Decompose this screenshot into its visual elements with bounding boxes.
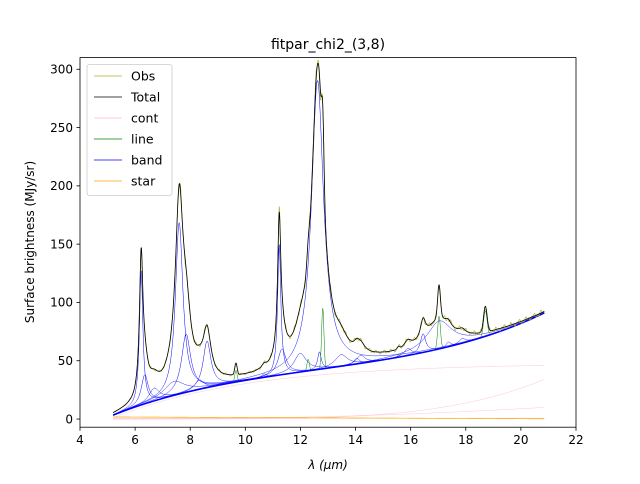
band-curve-2: [113, 313, 544, 415]
x-tick-label: 10: [238, 433, 253, 447]
band-curve-3: [113, 313, 544, 415]
x-tick-label: 8: [186, 433, 194, 447]
x-tick-label: 22: [568, 433, 583, 447]
line-curve-5: [113, 311, 544, 416]
legend-label-band: band: [131, 153, 162, 168]
x-tick-label: 16: [403, 433, 418, 447]
x-axis: 4 6 8 10 12 14 16 18 20 22: [76, 427, 583, 447]
band-curve-0: [113, 271, 544, 415]
legend: Obs Total cont line band star: [87, 65, 172, 196]
y-tick-label: 250: [50, 121, 73, 135]
x-tick-label: 4: [76, 433, 84, 447]
x-axis-label: λ (μm): [307, 458, 348, 472]
chart-title: fitpar_chi2_(3,8): [271, 37, 385, 53]
line-curve-2: [113, 308, 544, 415]
y-axis-label: Surface brightness (MJy/sr): [23, 161, 37, 323]
y-tick-label: 100: [50, 296, 73, 310]
legend-label-obs: Obs: [131, 69, 155, 84]
legend-box: [87, 65, 172, 196]
y-tick-label: 300: [50, 63, 73, 77]
legend-label-total: Total: [130, 90, 160, 105]
y-tick-label: 0: [65, 412, 73, 426]
y-tick-label: 150: [50, 237, 73, 251]
y-axis: 0 50 100 150 200 250 300: [50, 63, 80, 427]
band-curve-5: [113, 313, 544, 415]
cont-curve-3: [113, 365, 544, 417]
legend-label-line: line: [131, 132, 154, 147]
cont-curve-2: [113, 379, 544, 419]
x-tick-label: 18: [458, 433, 473, 447]
y-tick-label: 50: [58, 354, 73, 368]
x-tick-label: 6: [131, 433, 139, 447]
x-tick-label: 20: [513, 433, 528, 447]
band-curve-1: [113, 313, 544, 415]
y-tick-label: 200: [50, 179, 73, 193]
legend-label-star: star: [131, 174, 156, 189]
plot-curves: [113, 60, 544, 419]
legend-label-cont: cont: [131, 111, 158, 126]
x-tick-label: 14: [348, 433, 363, 447]
band-curve-4: [113, 223, 544, 415]
x-tick-label: 12: [293, 433, 308, 447]
